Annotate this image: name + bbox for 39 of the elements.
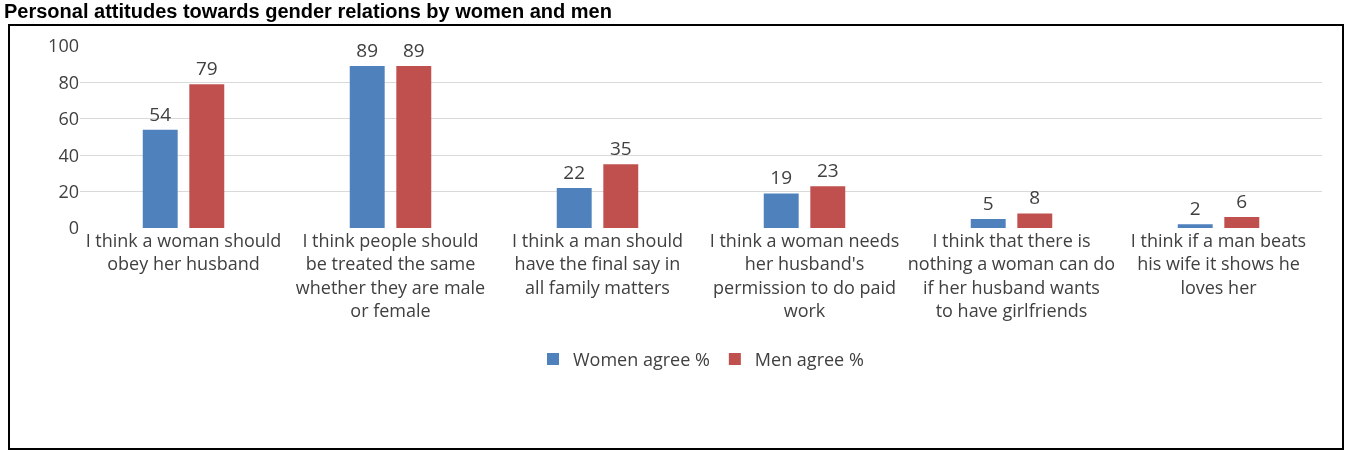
data-label: 89 [356, 37, 379, 64]
bar [1224, 217, 1260, 228]
x-tick-label: I think a man should have the final say in all family matters [512, 228, 683, 299]
data-label: 2 [1189, 195, 1201, 222]
y-tick-label: 20 [58, 178, 79, 203]
data-label: 79 [195, 55, 218, 82]
x-tick-label: I think if a man beats his wife it shows he loves her [1130, 228, 1307, 299]
data-label: 22 [563, 158, 586, 185]
y-tick-label: 100 [48, 33, 79, 58]
data-label: 5 [982, 189, 994, 216]
data-label: 35 [609, 135, 632, 162]
legend-label: Men agree % [754, 347, 864, 372]
bar [970, 218, 1006, 228]
bar [189, 84, 225, 228]
x-tick-label: I think a woman should obey her husband [85, 228, 282, 276]
data-label: 54 [149, 100, 172, 127]
data-label: 6 [1236, 188, 1248, 215]
y-tick-label: 80 [58, 69, 79, 94]
y-tick-label: 0 [68, 215, 79, 240]
bar [556, 187, 592, 228]
x-tick-label: I think a woman needs her husband's permission to do paid work [709, 228, 900, 323]
data-label: 23 [816, 157, 839, 184]
y-tick-label: 40 [58, 142, 79, 167]
bar [1017, 213, 1053, 228]
data-label: 8 [1029, 184, 1041, 211]
bar [396, 66, 432, 228]
bar [763, 193, 799, 228]
data-label: 89 [402, 37, 425, 64]
bar [142, 129, 178, 228]
bar [1177, 224, 1213, 228]
bar [603, 164, 639, 228]
x-tick-label: I think that there is nothing a woman can do if her husband wants to have girlfriends [907, 228, 1116, 323]
chart-title: Personal attitudes towards gender relations by women and men [4, 0, 612, 22]
x-tick-label: I think people should be treated the same whether they are male or female [295, 228, 486, 323]
bar [810, 186, 846, 228]
bar [349, 66, 385, 228]
legend-label: Women agree % [573, 347, 710, 372]
y-tick-label: 60 [58, 106, 79, 131]
data-label: 19 [770, 164, 793, 191]
